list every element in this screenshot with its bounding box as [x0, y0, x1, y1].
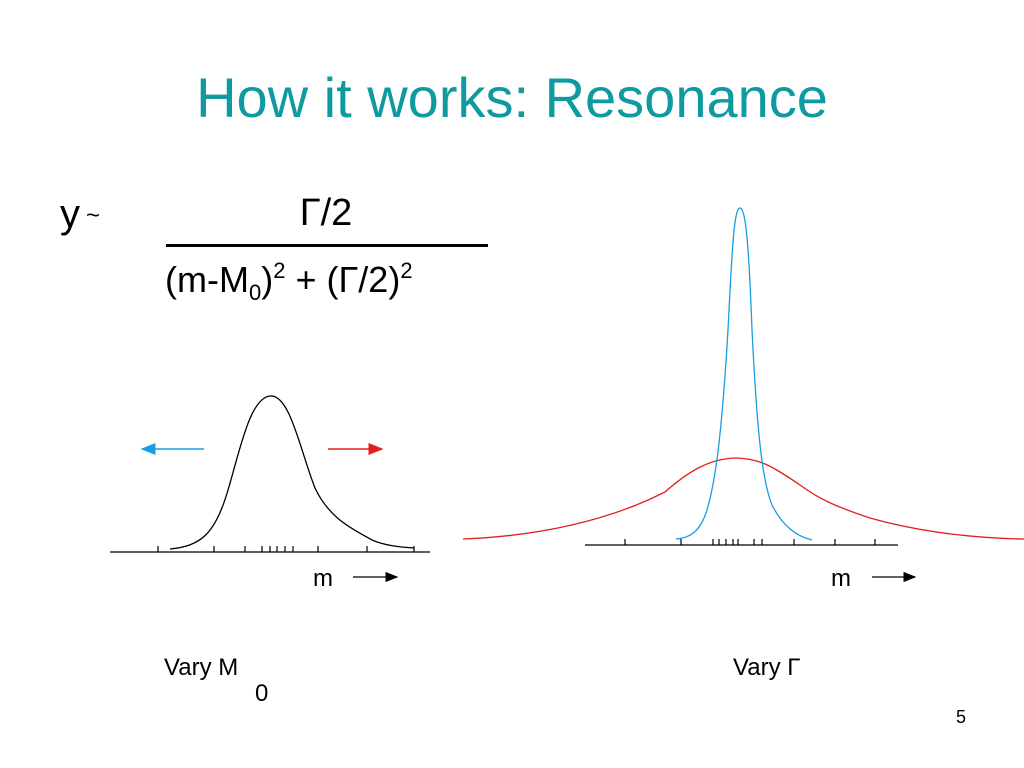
den-sup2: 2	[400, 258, 413, 283]
formula-approx-symbol: ~	[86, 202, 101, 230]
left-axis-ticks	[157, 546, 415, 552]
left-caption: Vary M	[164, 654, 239, 681]
formula-lhs: y ~	[60, 190, 100, 240]
formula-y: y	[60, 192, 80, 236]
formula-numerator: Γ/2	[299, 192, 353, 234]
narrow-resonance-curve	[675, 207, 813, 541]
right-axis-ticks	[624, 539, 876, 545]
left-axis-label: m	[313, 565, 333, 592]
wide-resonance-curve	[462, 457, 1024, 540]
den-part2: )	[261, 259, 274, 300]
page-number: 5	[955, 707, 966, 727]
den-part1: (m-M	[165, 259, 249, 300]
right-caption: Vary Γ	[733, 654, 801, 681]
left-plot	[110, 395, 430, 583]
formula-denominator: (m-M0)2 + (Γ/2)2	[165, 258, 413, 305]
right-plot	[462, 207, 1024, 583]
slide-title: How it works: Resonance	[196, 66, 828, 129]
fraction-bar	[166, 244, 488, 247]
left-peak-curve	[169, 395, 415, 550]
den-sub: 0	[248, 280, 262, 305]
den-sup1: 2	[273, 258, 286, 283]
left-caption-subscript: 0	[255, 680, 269, 707]
right-axis-label: m	[831, 565, 851, 592]
den-part3: + (Γ/2)	[285, 259, 401, 300]
